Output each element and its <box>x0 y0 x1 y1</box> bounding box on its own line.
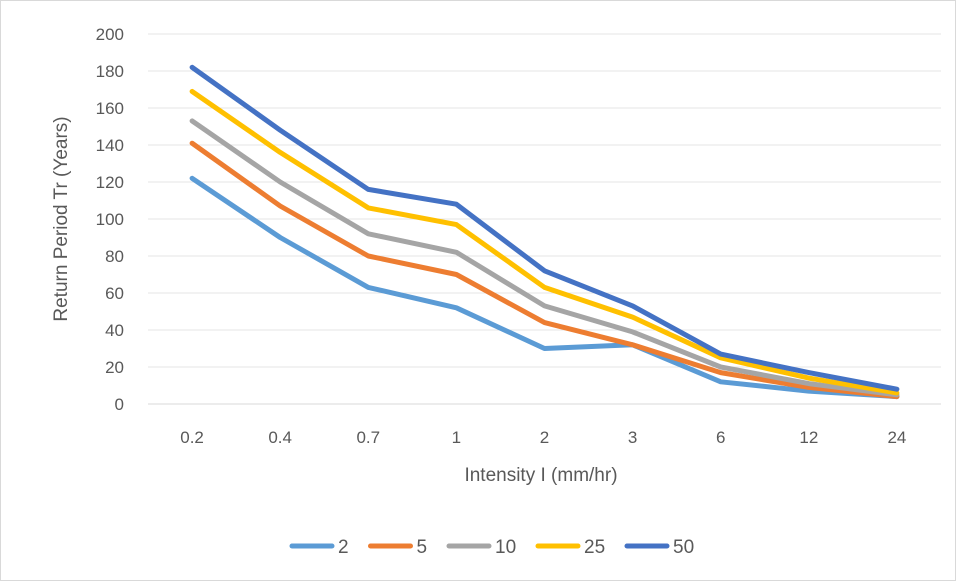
x-axis-ticks: 0.2 0.4 0.7 1 2 3 6 12 24 <box>180 428 906 447</box>
series-line-10 <box>189 118 900 398</box>
series-lines <box>189 64 900 400</box>
x-tick-label: 24 <box>887 428 906 447</box>
legend-label: 25 <box>584 537 605 558</box>
series-line-5 <box>189 140 900 400</box>
series-line-25 <box>189 88 900 396</box>
y-axis-title: Return Period Tr (Years) <box>51 116 72 321</box>
x-tick-label: 3 <box>628 428 637 447</box>
y-tick-label: 0 <box>115 395 124 414</box>
legend-label: 50 <box>673 537 694 558</box>
legend-label: 10 <box>495 537 516 558</box>
legend-item-50: 50 <box>624 537 694 558</box>
x-tick-label: 0.7 <box>356 428 380 447</box>
legend-item-25: 25 <box>535 537 605 558</box>
y-tick-label: 20 <box>105 358 124 377</box>
x-tick-label: 12 <box>799 428 818 447</box>
legend-label: 5 <box>417 537 428 558</box>
legend-item-10: 10 <box>446 537 516 558</box>
x-tick-label: 2 <box>540 428 549 447</box>
y-tick-label: 40 <box>105 321 124 340</box>
legend: 2 5 10 25 50 <box>289 537 694 558</box>
y-tick-label: 160 <box>96 99 124 118</box>
series-line-2 <box>189 175 900 400</box>
y-tick-label: 60 <box>105 284 124 303</box>
x-tick-label: 0.4 <box>268 428 292 447</box>
y-tick-label: 180 <box>96 62 124 81</box>
y-tick-label: 100 <box>96 210 124 229</box>
x-tick-label: 6 <box>716 428 725 447</box>
legend-label: 2 <box>338 537 349 558</box>
x-axis-title: Intensity I (mm/hr) <box>464 465 617 486</box>
series-line-50 <box>189 64 900 392</box>
y-axis-ticks: 0 20 40 60 80 100 120 140 160 180 200 <box>96 25 124 414</box>
y-tick-label: 80 <box>105 247 124 266</box>
x-tick-label: 0.2 <box>180 428 204 447</box>
y-tick-label: 140 <box>96 136 124 155</box>
legend-item-5: 5 <box>368 537 428 558</box>
legend-item-2: 2 <box>289 537 349 558</box>
x-tick-label: 1 <box>452 428 461 447</box>
y-tick-label: 200 <box>96 25 124 44</box>
y-tick-label: 120 <box>96 173 124 192</box>
